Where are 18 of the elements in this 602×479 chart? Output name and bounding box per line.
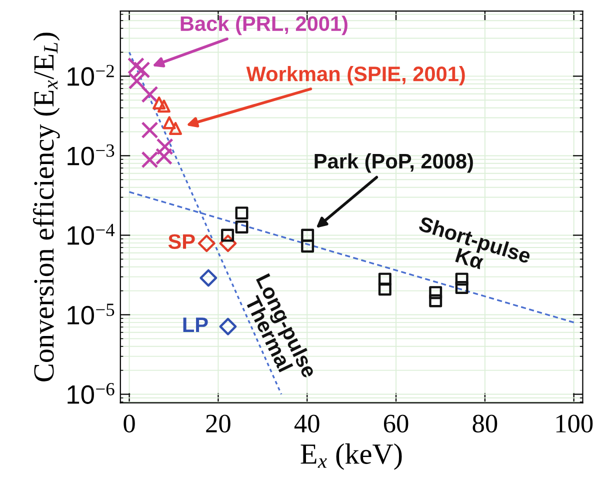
x-tick-label: 40 — [294, 414, 320, 433]
x-tick-label: 60 — [384, 414, 408, 433]
text: Park (PoP, 2008) — [314, 153, 473, 173]
y-tick-label: 10$^{−4}$ — [68, 224, 115, 245]
x-tick-label: 20 — [206, 414, 230, 433]
series-label: LP — [183, 318, 208, 332]
x-tick-label: 0 — [124, 414, 135, 433]
y-tick-label: 10$^{−3}$ — [68, 144, 114, 166]
x-tick-label: 100 — [556, 414, 593, 433]
x-axis-title: E$_{x}$ (keV) — [300, 443, 402, 470]
y-axis-title: Conversion efficiency (E$_{x}$/E$_{L}$) — [32, 32, 60, 382]
x-tick-label: 80 — [472, 414, 498, 433]
y-tick-label: 10$^{−5}$ — [68, 304, 114, 325]
y-tick-label: 10$^{−2}$ — [68, 64, 114, 86]
series-label: SP — [168, 234, 195, 249]
y-tick-label: 10$^{−6}$ — [68, 382, 114, 404]
text: Back (PRL, 2001) — [180, 16, 348, 36]
text: Workman (SPIE, 2001) — [246, 66, 465, 86]
